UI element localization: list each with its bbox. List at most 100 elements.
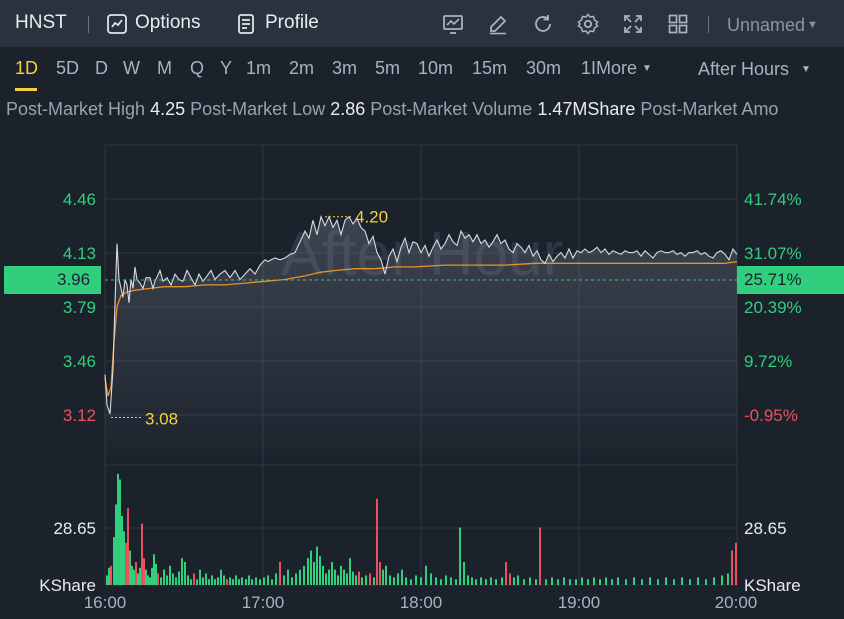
volume-bar bbox=[147, 575, 149, 585]
refresh-icon[interactable] bbox=[531, 12, 555, 36]
volume-bar bbox=[220, 569, 222, 585]
volume-bar bbox=[319, 556, 321, 585]
volume-bar bbox=[455, 579, 457, 585]
volume-bar bbox=[389, 575, 391, 585]
tab-timeframe-30m[interactable]: 30m bbox=[526, 58, 562, 78]
volume-bar bbox=[196, 579, 198, 585]
volume-bar bbox=[226, 579, 228, 585]
volume-bar bbox=[459, 527, 461, 585]
volume-bar bbox=[509, 573, 511, 585]
volume-bar bbox=[110, 565, 112, 585]
volume-bar bbox=[190, 579, 192, 585]
volume-bar bbox=[175, 577, 177, 585]
options-button[interactable]: Options bbox=[135, 12, 201, 33]
tab-timeframe-2m[interactable]: 2m bbox=[289, 58, 315, 78]
tab-timeframe-1h[interactable]: 1I bbox=[581, 58, 597, 78]
x-tick-label: 16:00 bbox=[84, 593, 127, 612]
volume-bar bbox=[123, 531, 125, 585]
tab-timeframe-10m[interactable]: 10m bbox=[418, 58, 454, 78]
tab-timeframe-m[interactable]: M bbox=[157, 58, 172, 78]
volume-bar bbox=[149, 577, 151, 585]
tab-timeframe-1d[interactable]: 1D bbox=[15, 58, 39, 78]
tab-timeframe-15m[interactable]: 15m bbox=[472, 58, 508, 78]
volume-bar bbox=[373, 577, 375, 585]
volume-bar bbox=[545, 579, 547, 585]
profile-icon[interactable] bbox=[234, 12, 258, 36]
options-icon[interactable] bbox=[105, 12, 129, 36]
volume-bar bbox=[153, 554, 155, 585]
volume-bar bbox=[649, 577, 651, 585]
volume-bar bbox=[255, 577, 257, 585]
stats-row: Post-Market High 4.25 Post-Market Low 2.… bbox=[6, 99, 778, 120]
volume-bar bbox=[214, 579, 216, 585]
volume-bar bbox=[129, 550, 131, 585]
volume-bar bbox=[160, 577, 162, 585]
volume-bar bbox=[376, 498, 378, 585]
volume-bar bbox=[349, 558, 351, 585]
stat-label: Post-Market Amo bbox=[640, 99, 779, 119]
volume-bar bbox=[322, 565, 324, 585]
volume-bar bbox=[569, 579, 571, 585]
volume-bar bbox=[727, 573, 729, 585]
volume-bar bbox=[517, 575, 519, 585]
volume-bar bbox=[340, 565, 342, 585]
profile-button[interactable]: Profile bbox=[265, 12, 319, 33]
volume-bar bbox=[721, 575, 723, 585]
volume-bar bbox=[475, 579, 477, 585]
volume-bar bbox=[361, 577, 363, 585]
volume-bar bbox=[145, 569, 147, 585]
tab-timeframe-q[interactable]: Q bbox=[190, 58, 205, 78]
volume-bar bbox=[279, 562, 281, 585]
volume-bar bbox=[235, 575, 237, 585]
tab-timeframe-3m[interactable]: 3m bbox=[332, 58, 358, 78]
volume-bar bbox=[480, 577, 482, 585]
volume-bar bbox=[358, 571, 360, 585]
y-tick-label-left: 3.12 bbox=[63, 406, 96, 425]
volume-bar bbox=[303, 565, 305, 585]
tab-timeframe-d[interactable]: D bbox=[95, 58, 108, 78]
volume-bar bbox=[713, 577, 715, 585]
volume-bar bbox=[385, 565, 387, 585]
volume-bar bbox=[490, 577, 492, 585]
x-tick-label: 19:00 bbox=[558, 593, 601, 612]
active-tab-indicator bbox=[15, 88, 37, 91]
chart-type-icon[interactable] bbox=[441, 12, 465, 36]
volume-bar bbox=[108, 567, 110, 585]
grid-layout-icon[interactable] bbox=[666, 12, 690, 36]
volume-bar bbox=[199, 569, 201, 585]
volume-bar bbox=[337, 575, 339, 585]
x-axis: 16:00 17:00 18:00 19:00 20:00 bbox=[84, 593, 758, 612]
tab-timeframe-w[interactable]: W bbox=[123, 58, 140, 78]
layout-name-dropdown[interactable]: Unnamed ▼ bbox=[727, 15, 818, 36]
y-tick-label-right: 31.07% bbox=[744, 244, 802, 263]
volume-bar bbox=[633, 577, 635, 585]
settings-icon[interactable] bbox=[576, 12, 600, 36]
volume-bar bbox=[291, 577, 293, 585]
volume-bar bbox=[184, 562, 186, 585]
draw-icon[interactable] bbox=[486, 12, 510, 36]
tab-timeframe-5d[interactable]: 5D bbox=[56, 58, 80, 78]
fullscreen-icon[interactable] bbox=[621, 12, 645, 36]
volume-unit-left: KShare bbox=[39, 576, 96, 595]
tab-timeframe-y[interactable]: Y bbox=[220, 58, 233, 78]
volume-bar bbox=[641, 579, 643, 585]
x-tick-label: 18:00 bbox=[400, 593, 443, 612]
session-dropdown[interactable]: After Hours ▼ bbox=[698, 59, 811, 80]
volume-bar bbox=[241, 577, 243, 585]
volume-bar bbox=[523, 579, 525, 585]
volume-bar bbox=[535, 579, 537, 585]
more-timeframes-dropdown[interactable]: More ▼ bbox=[596, 58, 652, 79]
volume-bar bbox=[137, 573, 139, 585]
volume-bar bbox=[485, 579, 487, 585]
volume-bar bbox=[121, 516, 123, 585]
volume-bar bbox=[563, 577, 565, 585]
symbol-ticker[interactable]: HNST bbox=[15, 12, 67, 33]
tab-timeframe-5m[interactable]: 5m bbox=[375, 58, 401, 78]
volume-bar bbox=[271, 579, 273, 585]
volume-bar bbox=[133, 569, 135, 585]
volume-bar bbox=[223, 575, 225, 585]
volume-bar bbox=[440, 579, 442, 585]
volume-bar bbox=[343, 569, 345, 585]
tab-timeframe-1m[interactable]: 1m bbox=[246, 58, 272, 78]
price-chart[interactable]: After Hour 4.203.08 4.464.133.793.463.12… bbox=[0, 127, 844, 619]
